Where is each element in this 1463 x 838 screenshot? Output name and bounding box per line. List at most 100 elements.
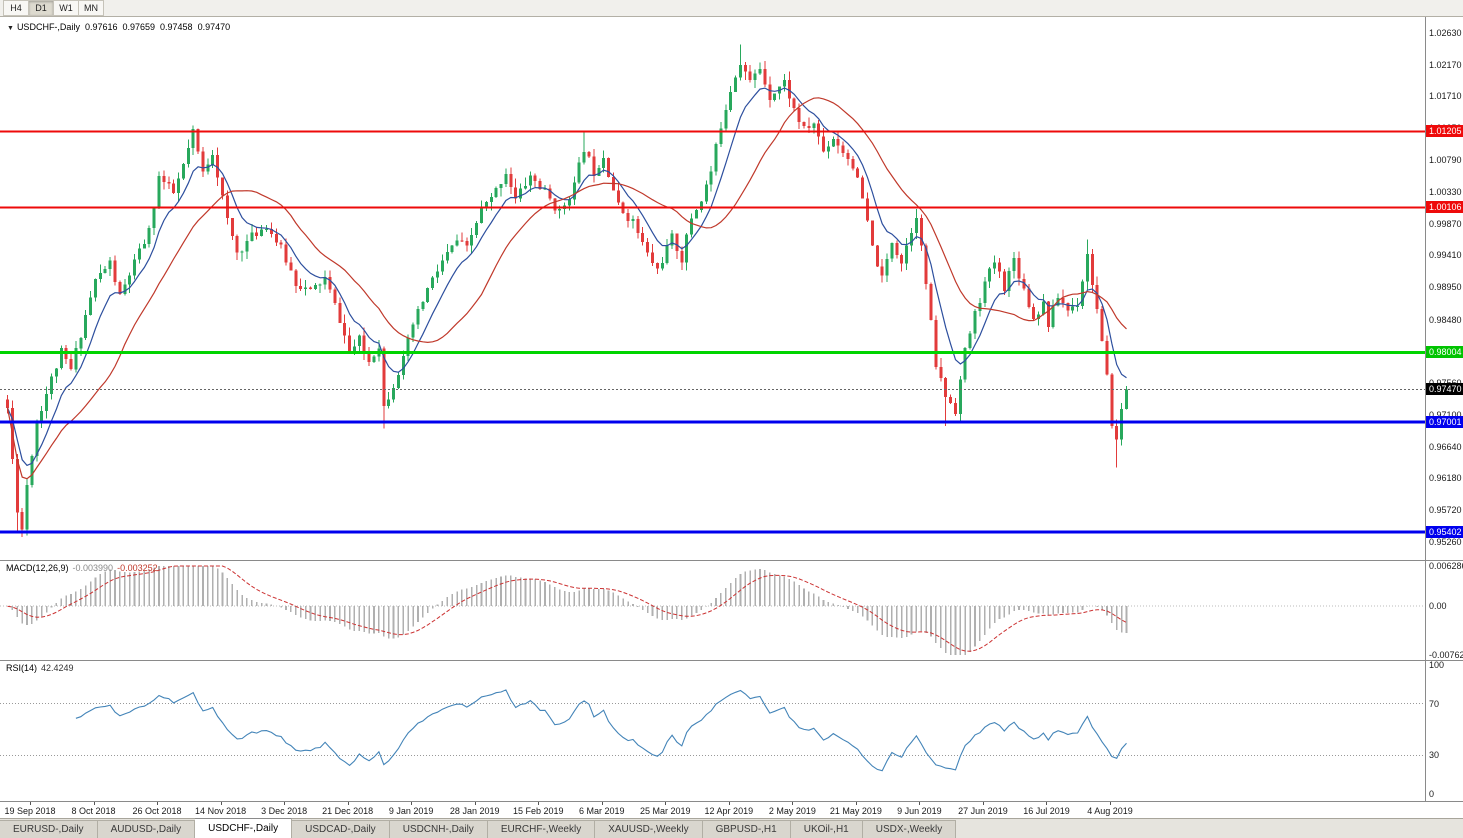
date-tick [220, 802, 222, 805]
price-tick: 0.98950 [1429, 282, 1462, 293]
macd-label: MACD(12,26,9) -0.003990 -0.003252 [6, 563, 162, 573]
macd-name: MACD(12,26,9) [6, 563, 69, 573]
date-tick [665, 802, 667, 805]
chart-tab-usdcad-daily[interactable]: USDCAD-,Daily [292, 820, 390, 838]
macd-signal-line [7, 565, 1127, 652]
chart-tab-audusd-daily[interactable]: AUDUSD-,Daily [97, 820, 196, 838]
panel-splitter-macd[interactable] [0, 560, 1463, 561]
ma-slow-line [6, 97, 1127, 480]
rsi-tick: 0 [1429, 789, 1435, 799]
date-tick [93, 802, 95, 805]
timeframe-button-mn[interactable]: MN [78, 0, 104, 16]
date-tick [474, 802, 476, 805]
price-tick: 0.96640 [1429, 441, 1462, 452]
ohlc-close: 0.97470 [197, 22, 231, 32]
chart-symbol-label: USDCHF-,Daily [16, 22, 80, 32]
timeframe-toolbar: H4 D1 W1 MN [0, 0, 1463, 17]
date-label: 12 Apr 2019 [704, 806, 754, 816]
panel-splitter-rsi[interactable] [0, 660, 1463, 661]
rsi-indicator-canvas [0, 689, 1425, 772]
rsi-label: RSI(14) 42.4249 [6, 663, 78, 673]
date-tick [284, 802, 286, 805]
date-label: 25 Mar 2019 [640, 806, 691, 816]
rsi-tick: 70 [1429, 698, 1440, 709]
price-tick: 0.95720 [1429, 505, 1462, 516]
price-badge: 1.01205 [1426, 125, 1463, 138]
price-tick: 0.99870 [1429, 218, 1462, 229]
timeframe-button-d1[interactable]: D1 [28, 0, 53, 16]
macd-tick: 0.006286 [1429, 561, 1463, 571]
date-label: 21 May 2019 [829, 806, 882, 816]
chart-expander-icon[interactable]: ▼ [7, 25, 14, 32]
price-badge: 1.00106 [1426, 201, 1463, 214]
macd-tick: 0.00 [1429, 601, 1447, 612]
price-tick: 1.01710 [1429, 91, 1462, 102]
chart-tab-usdcnh-daily[interactable]: USDCNH-,Daily [389, 820, 488, 838]
price-tick: 0.97560 [1429, 378, 1462, 388]
ma-fast-line [6, 87, 1127, 467]
chart-tab-eurchf-weekly[interactable]: EURCHF-,Weekly [487, 820, 596, 838]
macd-main-value: -0.003990 [72, 563, 114, 573]
macd-indicator-canvas [0, 565, 1425, 655]
date-tick [538, 802, 540, 805]
rsi-line [75, 689, 1127, 772]
price-badge: 0.98004 [1426, 346, 1463, 359]
chart-tab-eurusd-daily[interactable]: EURUSD-,Daily [0, 820, 98, 838]
rsi-tick: 100 [1429, 660, 1445, 670]
price-badge: 0.95402 [1426, 526, 1463, 539]
price-tick: 0.98480 [1429, 314, 1462, 325]
date-tick [601, 802, 603, 805]
price-badge: 0.97001 [1426, 415, 1463, 428]
date-label: 15 Feb 2019 [512, 806, 564, 816]
date-tick [792, 802, 794, 805]
price-tick: 1.02170 [1429, 59, 1462, 70]
rsi-value: 42.4249 [41, 663, 74, 673]
price-tick: 0.96180 [1429, 473, 1462, 484]
date-tick [855, 802, 857, 805]
chart-tab-bar: EURUSD-,Daily AUDUSD-,Daily USDCHF-,Daily U… [0, 818, 1463, 838]
timeframe-button-h4[interactable]: H4 [3, 0, 28, 16]
date-label: 14 Nov 2018 [195, 806, 247, 816]
chart-tab-usdchf-daily[interactable]: USDCHF-,Daily [195, 818, 293, 838]
date-label: 19 Sep 2018 [4, 806, 56, 816]
date-label: 9 Jun 2019 [897, 806, 942, 816]
date-tick [728, 802, 730, 805]
ohlc-open: 0.97616 [84, 22, 118, 32]
price-scale[interactable]: 1.026301.021701.017101.012501.007901.003… [1425, 17, 1463, 801]
date-label: 8 Oct 2018 [71, 806, 116, 816]
date-label: 27 Jun 2019 [958, 806, 1008, 816]
price-tick: 0.97100 [1429, 410, 1462, 420]
date-label: 6 Mar 2019 [578, 806, 625, 816]
chart-tab-usdx-weekly[interactable]: USDX-,Weekly [862, 820, 957, 838]
date-label: 9 Jan 2019 [388, 806, 434, 816]
chart-tab-gbpusd-h1[interactable]: GBPUSD-,H1 [702, 820, 791, 838]
price-badge: 0.97470 [1426, 383, 1463, 396]
rsi-tick: 30 [1429, 750, 1440, 761]
main-chart-canvas[interactable] [0, 17, 1425, 560]
price-tick: 1.00330 [1429, 186, 1462, 197]
chart-ohlc-header: ▼ USDCHF-,Daily 0.97616 0.97659 0.97458 0.974… [7, 22, 235, 32]
date-tick [982, 802, 984, 805]
date-tick [347, 802, 349, 805]
timeframe-button-w1[interactable]: W1 [53, 0, 78, 16]
date-label: 3 Dec 2018 [261, 806, 308, 816]
price-tick: 0.95260 [1429, 537, 1462, 548]
date-tick [1110, 802, 1111, 805]
date-tick [157, 802, 159, 805]
chart-tab-xauusd-weekly[interactable]: XAUUSD-,Weekly [595, 820, 703, 838]
price-tick: 1.02630 [1429, 27, 1462, 38]
date-tick [30, 802, 31, 805]
macd-tick: -0.00762 [1429, 650, 1463, 660]
ohlc-high: 0.97659 [122, 22, 156, 32]
ohlc-low: 0.97458 [160, 22, 193, 32]
chart-tab-ukoil-h1[interactable]: UKOil-,H1 [790, 820, 863, 838]
price-tick: 0.99410 [1429, 250, 1462, 261]
date-label: 26 Oct 2018 [132, 806, 182, 816]
date-label: 21 Dec 2018 [322, 806, 374, 816]
date-label: 2 May 2019 [768, 806, 816, 816]
date-tick [919, 802, 921, 805]
date-tick [411, 802, 413, 805]
rsi-name: RSI(14) [6, 663, 38, 673]
date-tick [1046, 802, 1048, 805]
time-axis[interactable]: 19 Sep 2018 8 Oct 2018 26 Oct 2018 14 Nov 2… [0, 801, 1463, 818]
